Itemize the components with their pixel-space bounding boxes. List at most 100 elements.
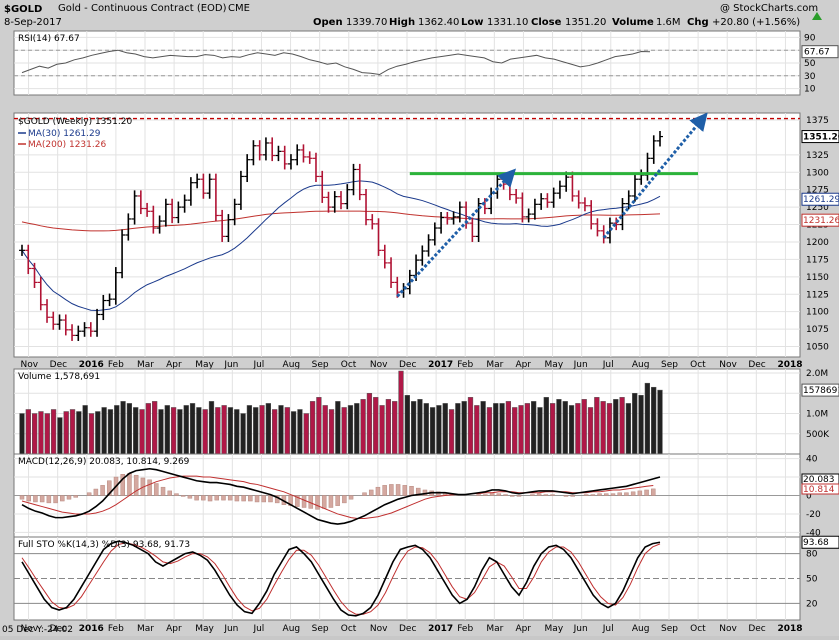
volume-bar [455,403,461,455]
rsi-line [21,49,651,76]
price-tick-label: 1325 [806,151,829,161]
x-tick-label-bottom: 2016 [79,624,104,634]
price-right-label: 1261.29 [803,195,839,205]
price-panel: 1050107511001125115011751200122512501275… [13,112,839,370]
macd-histogram-bar [536,493,542,496]
volume-bar [164,405,170,455]
price-last-box [801,213,839,227]
volume-bar [524,403,530,455]
close-label: Close [531,17,562,28]
volume-bar [619,397,625,455]
x-tick-label: Nov [719,360,737,370]
volume-bar [221,405,227,455]
macd-histogram-bar [254,495,260,503]
macd-histogram-bar [348,495,354,500]
price-tick-label: 1175 [806,255,829,265]
macd-histogram-bar [66,495,72,500]
sto-k-line [21,540,661,617]
volume-bar [246,405,253,455]
x-tick-label-bottom: Feb [108,624,124,634]
x-tick-label-bottom: 2018 [777,624,802,634]
volume-bar [328,409,335,455]
sto-tick-label: 50 [806,575,818,585]
volume-bar [32,413,38,455]
x-tick-label-bottom: Dec [50,624,67,634]
volume-bar [442,403,448,455]
macd-histogram-bar [194,495,199,501]
x-tick-label: May [545,360,564,370]
x-tick-label-bottom: Aug [283,624,301,634]
volume-bar [360,399,366,455]
macd-tick-label: 40 [806,455,818,465]
price-tick-label: 1150 [806,273,829,283]
volume-bar [613,399,619,455]
volume-tick-label: 2.0M [806,369,828,379]
macd-histogram-bar [268,495,273,503]
volume-bar [537,407,543,455]
macd-histogram-bar [630,491,636,496]
volume-bar [107,409,114,455]
x-tick-label-bottom: Aug [632,624,650,634]
chg-up-icon [812,12,822,20]
x-tick-label: Oct [690,360,706,370]
x-tick-label: Mar [486,360,503,370]
volume-bar [625,403,632,455]
macd-histogram-bar [46,495,52,504]
x-tick-label: May [195,360,214,370]
volume-tick-label: 1.0M [806,410,828,420]
x-tick-label: Feb [108,360,124,370]
volume-bar [19,413,25,455]
x-tick-label-bottom: May [195,624,214,634]
x-tick-label-bottom: Sep [312,624,329,634]
macd-histogram-bar [187,495,193,499]
macd-histogram-bar [543,494,549,496]
volume-bar [25,409,31,455]
volume-bar [297,409,303,455]
volume-bar [562,401,568,455]
macd-histogram-bar [73,495,78,498]
macd-histogram-bar [395,484,401,496]
x-tick-label-bottom: Mar [486,624,503,634]
volume-bar [63,411,69,455]
volume-bar [120,401,126,455]
x-tick-label-bottom: Jun [573,624,588,634]
macd-histogram-bar [368,489,374,496]
volume-bar [69,409,76,455]
volume-bar [316,397,322,455]
macd-histogram-bar [570,495,575,497]
sto-tick-label: 80 [806,550,818,560]
macd-histogram-bar [221,495,226,501]
volume-bar [505,401,512,455]
symbol: $GOLD [4,4,42,15]
sto-title: Full STO %K(14,3) %D(3) 93.68, 91.73 [18,540,190,550]
rsi-tick-label: 50 [804,59,816,69]
volume-bar [531,401,537,455]
macd-histogram-bar [301,495,307,508]
macd-histogram-bar [33,495,38,503]
volume-last-box [801,383,839,397]
volume-bar [385,399,392,455]
macd-histogram-bar [342,495,347,504]
volume-bar [423,403,429,455]
macd-histogram-bar [651,488,656,496]
x-tick-label-bottom: Apr [515,624,531,634]
x-tick-label: Nov [21,360,39,370]
x-tick-label: Mar [137,360,154,370]
macd-histogram-bar [503,494,508,496]
volume-bar [139,409,145,455]
price-title: $GOLD (Weekly) 1351.20 [18,117,132,127]
macd-histogram-bar [100,485,105,496]
x-tick-label: Jun [223,360,238,370]
volume-bar [183,405,189,455]
x-tick-label: Apr [515,360,531,370]
volume-bar [651,386,657,455]
volume-bar [373,397,379,455]
macd-histogram-bar [160,486,166,496]
volume-bar [114,405,120,455]
macd-histogram-bar [315,495,320,510]
volume-bar [600,401,606,455]
volume-bar [568,405,575,455]
volume-bar [234,409,240,455]
macd-histogram-bar [590,494,596,496]
